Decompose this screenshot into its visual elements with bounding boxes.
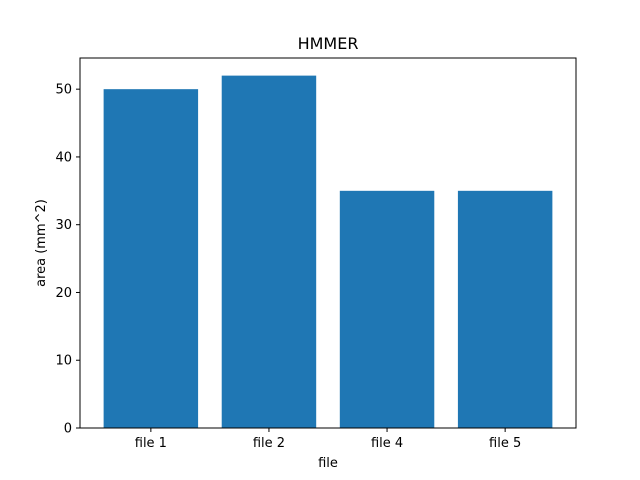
y-tick-label: 30 bbox=[55, 218, 72, 233]
y-axis: 0 10 20 30 40 50 bbox=[55, 83, 80, 437]
chart-title: HMMER bbox=[298, 34, 359, 53]
bar-file-2 bbox=[221, 75, 317, 428]
bar-file-1 bbox=[103, 89, 199, 429]
y-tick-label: 40 bbox=[55, 150, 72, 165]
x-tick-label: file 5 bbox=[489, 436, 521, 451]
x-axis: file 1 file 2 file 4 file 5 bbox=[135, 428, 521, 451]
y-tick-label: 50 bbox=[55, 83, 72, 98]
bar-file-5 bbox=[457, 190, 553, 428]
y-tick-label: 10 bbox=[55, 354, 72, 369]
axes-frame bbox=[79, 57, 577, 429]
bar-group bbox=[103, 75, 553, 429]
x-tick-label: file 4 bbox=[371, 436, 403, 451]
y-tick-label: 20 bbox=[55, 286, 72, 301]
x-tick-label: file 1 bbox=[135, 436, 167, 451]
y-tick-label: 0 bbox=[64, 422, 72, 437]
bar-file-4 bbox=[339, 190, 435, 428]
y-axis-label: area (mm^2) bbox=[34, 199, 49, 287]
x-axis-label: file bbox=[318, 456, 338, 471]
x-tick-label: file 2 bbox=[253, 436, 285, 451]
